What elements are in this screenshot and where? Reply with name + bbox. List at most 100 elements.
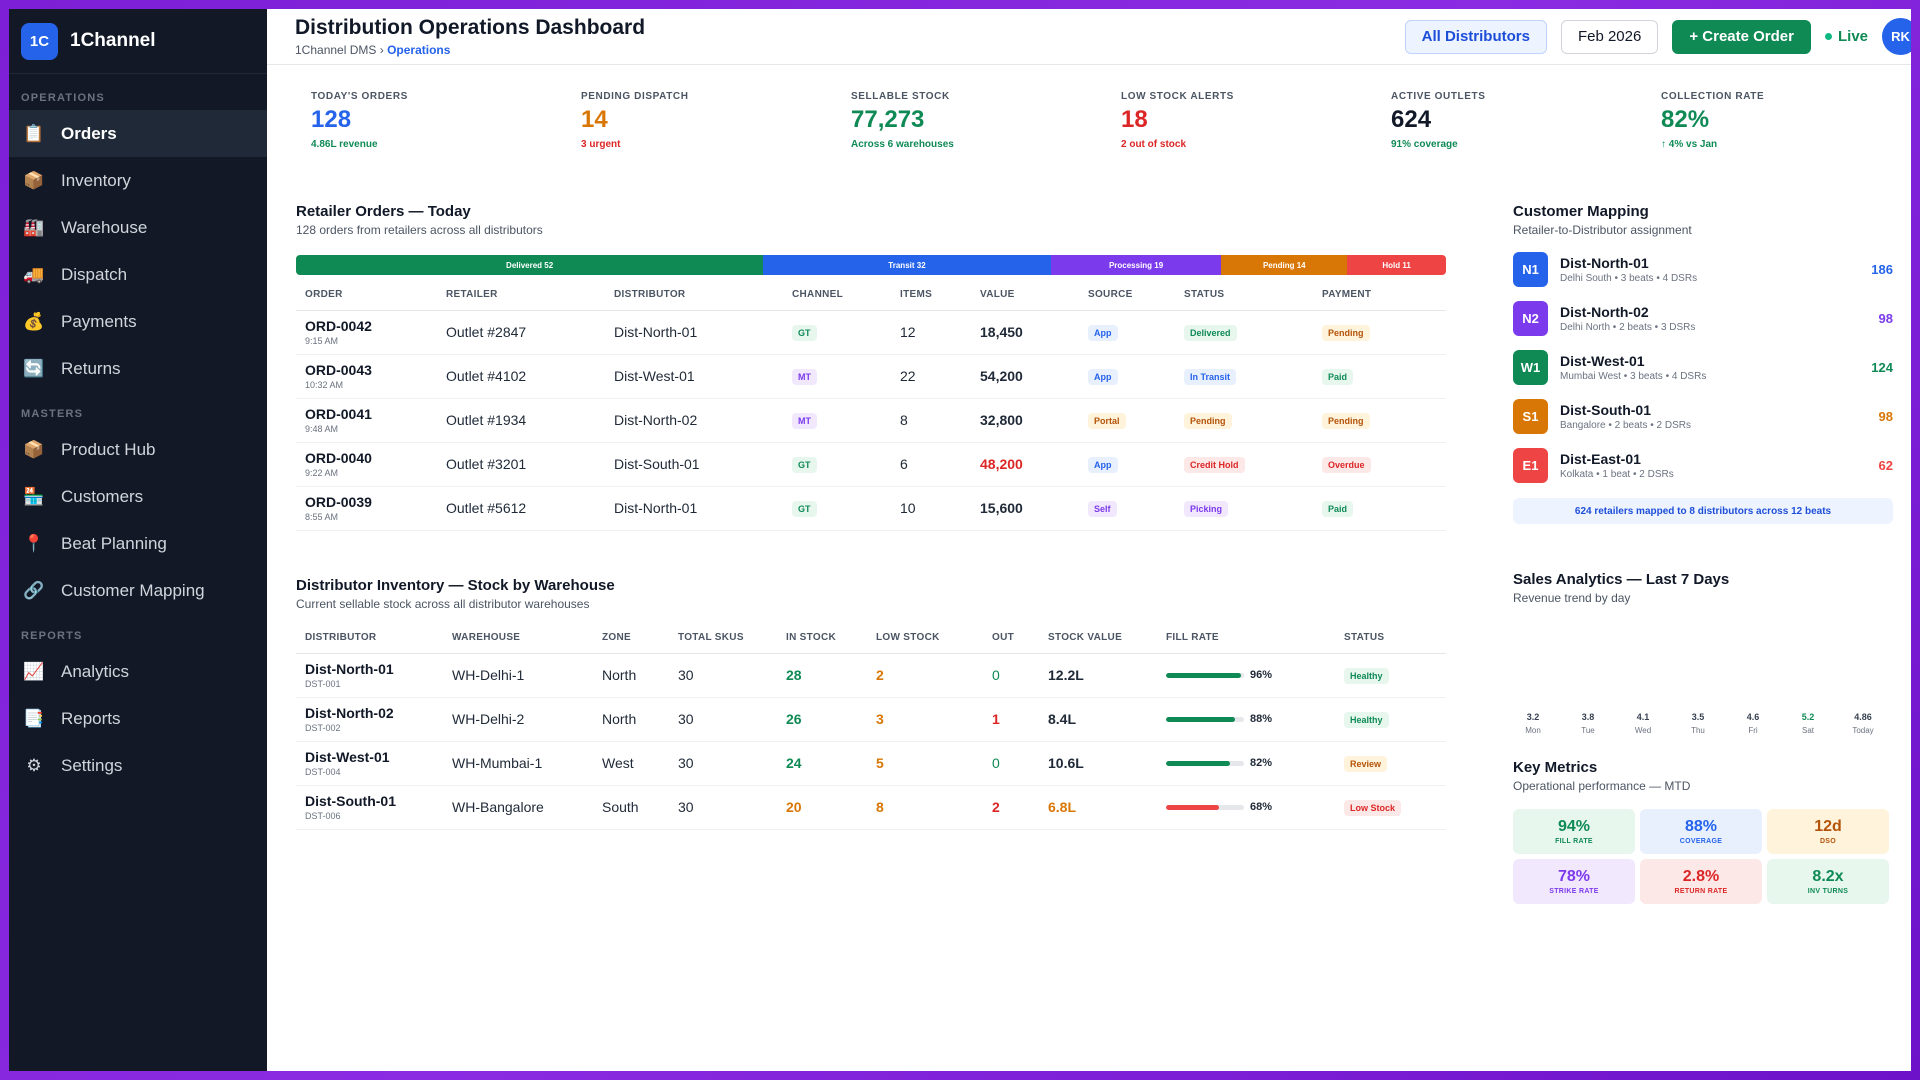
sidebar-item-reports[interactable]: 📑 Reports — [9, 695, 267, 742]
table-row[interactable]: ORD-0042 9:15 AM Outlet #2847 Dist-North-01… — [296, 310, 1446, 355]
table-row[interactable]: Dist-North-02 DST-002 WH-Delhi-2 North 30 26 3… — [296, 697, 1446, 742]
table-row[interactable]: Dist-North-01 DST-001 WH-Delhi-1 North 30 28 2… — [296, 653, 1446, 698]
sidebar-item-beat-planning[interactable]: 📍 Beat Planning — [9, 520, 267, 567]
chart-day[interactable]: 3.8 Tue — [1568, 712, 1608, 735]
status-segment[interactable]: Transit 32 — [763, 255, 1051, 275]
order-id[interactable]: ORD-0040 — [305, 450, 372, 466]
column-header[interactable]: ITEMS — [900, 280, 980, 311]
sidebar-item-settings[interactable]: ⚙ Settings — [9, 742, 267, 789]
column-header[interactable]: IN STOCK — [786, 623, 876, 654]
table-row[interactable]: Dist-West-01 DST-004 WH-Mumbai-1 West 30 24 5 0… — [296, 741, 1446, 786]
breadcrumb-current[interactable]: Operations — [387, 43, 451, 57]
kpi-card[interactable]: SELLABLE STOCK 77,273 Across 6 warehouses — [835, 83, 1105, 161]
order-cell: ORD-0041 9:48 AM — [296, 398, 446, 443]
status-segment[interactable]: Hold 11 — [1347, 255, 1446, 275]
kpi-card[interactable]: PENDING DISPATCH 14 3 urgent — [565, 83, 835, 161]
metric-card[interactable]: 88% COVERAGE — [1640, 809, 1762, 854]
table-row[interactable]: ORD-0041 9:48 AM Outlet #1934 Dist-North-02… — [296, 398, 1446, 443]
column-header[interactable]: STATUS — [1344, 623, 1446, 654]
column-header[interactable]: FILL RATE — [1166, 623, 1344, 654]
table-row[interactable]: ORD-0039 8:55 AM Outlet #5612 Dist-North-01… — [296, 486, 1446, 531]
column-header[interactable]: OUT — [992, 623, 1048, 654]
column-header[interactable]: DISTRIBUTOR — [296, 623, 452, 654]
column-header[interactable]: PAYMENT — [1322, 280, 1446, 311]
column-header[interactable]: RETAILER — [446, 280, 614, 311]
kpi-card[interactable]: TODAY'S ORDERS 128 4.86L revenue — [295, 83, 565, 161]
user-avatar[interactable]: RK — [1882, 18, 1911, 55]
column-header[interactable]: DISTRIBUTOR — [614, 280, 792, 311]
column-header[interactable]: ZONE — [602, 623, 678, 654]
kpi-card[interactable]: LOW STOCK ALERTS 18 2 out of stock — [1105, 83, 1375, 161]
chart-day[interactable]: 3.5 Thu — [1678, 712, 1718, 735]
sidebar-item-payments[interactable]: 💰 Payments — [9, 298, 267, 345]
chart-day[interactable]: 4.1 Wed — [1623, 712, 1663, 735]
order-id[interactable]: ORD-0039 — [305, 494, 372, 510]
column-header[interactable]: WAREHOUSE — [452, 623, 602, 654]
distributor-name[interactable]: Dist-West-01 — [305, 749, 390, 765]
sidebar-item-warehouse[interactable]: 🏭 Warehouse — [9, 204, 267, 251]
retailer-count: 62 — [1878, 458, 1893, 473]
brand-logo[interactable]: 1C — [21, 22, 58, 60]
column-header[interactable]: CHANNEL — [792, 280, 900, 311]
order-id[interactable]: ORD-0042 — [305, 318, 372, 334]
column-header[interactable]: STOCK VALUE — [1048, 623, 1166, 654]
metric-card[interactable]: 2.8% RETURN RATE — [1640, 859, 1762, 904]
sidebar-item-returns[interactable]: 🔄 Returns — [9, 345, 267, 392]
table-row[interactable]: ORD-0043 10:32 AM Outlet #4102 Dist-West-01… — [296, 354, 1446, 399]
sidebar-item-analytics[interactable]: 📈 Analytics — [9, 648, 267, 695]
column-header[interactable]: TOTAL SKUS — [678, 623, 786, 654]
truck-icon: 🚚 — [23, 264, 45, 284]
status-cell: Picking — [1184, 486, 1322, 531]
payment-badge: Pending — [1322, 413, 1370, 429]
period-selector[interactable]: Feb 2026 — [1560, 19, 1659, 54]
order-id[interactable]: ORD-0041 — [305, 406, 372, 422]
status-segment[interactable]: Delivered 52 — [296, 255, 764, 275]
metric-card[interactable]: 78% STRIKE RATE — [1513, 859, 1635, 904]
status-cell: Credit Hold — [1184, 442, 1322, 487]
mapping-row[interactable]: N2 Dist-North-02 Delhi North • 2 beats • 3… — [1513, 294, 1893, 343]
out-of-stock-cell: 2 — [992, 785, 1048, 830]
table-row[interactable]: ORD-0040 9:22 AM Outlet #3201 Dist-South-01… — [296, 442, 1446, 487]
status-segment[interactable]: Pending 14 — [1221, 255, 1348, 275]
create-order-button[interactable]: + Create Order — [1672, 19, 1811, 54]
sidebar-item-dispatch[interactable]: 🚚 Dispatch — [9, 251, 267, 298]
distributor-name[interactable]: Dist-North-01 — [305, 661, 394, 677]
total-skus-cell: 30 — [678, 741, 786, 786]
sidebar-item-label: Reports — [61, 708, 121, 728]
sidebar-item-customer-mapping[interactable]: 🔗 Customer Mapping — [9, 567, 267, 614]
chart-day[interactable]: 4.6 Fri — [1733, 712, 1773, 735]
table-row[interactable]: Dist-South-01 DST-006 WH-Bangalore South 30 2… — [296, 785, 1446, 830]
distributor-filter-button[interactable]: All Distributors — [1404, 19, 1547, 54]
sidebar-item-product-hub[interactable]: 📦 Product Hub — [9, 426, 267, 473]
status-segment[interactable]: Processing 19 — [1050, 255, 1222, 275]
chart-day[interactable]: 5.2 Sat — [1788, 712, 1828, 735]
mapping-row[interactable]: S1 Dist-South-01 Bangalore • 2 beats • 2 D… — [1513, 392, 1893, 441]
mapping-row[interactable]: N1 Dist-North-01 Delhi South • 3 beats • 4… — [1513, 245, 1893, 294]
status-badge: Healthy — [1344, 712, 1389, 728]
column-header[interactable]: STATUS — [1184, 280, 1322, 311]
fill-rate-track — [1166, 804, 1244, 810]
chart-day[interactable]: 4.86 Today — [1843, 712, 1883, 735]
column-header[interactable]: LOW STOCK — [876, 623, 992, 654]
mapping-row[interactable]: E1 Dist-East-01 Kolkata • 1 beat • 2 DSRs 6… — [1513, 441, 1893, 490]
status-badge: In Transit — [1184, 369, 1237, 385]
metric-card[interactable]: 12d DSO — [1767, 809, 1889, 854]
kpi-card[interactable]: COLLECTION RATE 82% ↑ 4% vs Jan — [1645, 83, 1911, 161]
distributor-name[interactable]: Dist-North-02 — [305, 705, 394, 721]
source-badge: Portal — [1088, 413, 1126, 429]
chart-day[interactable]: 3.2 Mon — [1513, 712, 1553, 735]
order-id[interactable]: ORD-0043 — [305, 362, 372, 378]
kpi-card[interactable]: ACTIVE OUTLETS 624 91% coverage — [1375, 83, 1645, 161]
column-header[interactable]: SOURCE — [1088, 280, 1184, 311]
sidebar-item-orders[interactable]: 📋 Orders — [9, 110, 267, 157]
breadcrumb-root[interactable]: 1Channel DMS — [295, 43, 377, 57]
sidebar-item-inventory[interactable]: 📦 Inventory — [9, 157, 267, 204]
column-header[interactable]: ORDER — [296, 280, 446, 311]
distributor-name[interactable]: Dist-South-01 — [305, 793, 396, 809]
metric-card[interactable]: 94% FILL RATE — [1513, 809, 1635, 854]
sidebar-item-customers[interactable]: 🏪 Customers — [9, 473, 267, 520]
metric-card[interactable]: 8.2x INV TURNS — [1767, 859, 1889, 904]
column-header[interactable]: VALUE — [980, 280, 1088, 311]
mapping-row[interactable]: W1 Dist-West-01 Mumbai West • 3 beats • 4 … — [1513, 343, 1893, 392]
inventory-panel: Distributor Inventory — Stock by Warehou… — [296, 577, 1446, 830]
